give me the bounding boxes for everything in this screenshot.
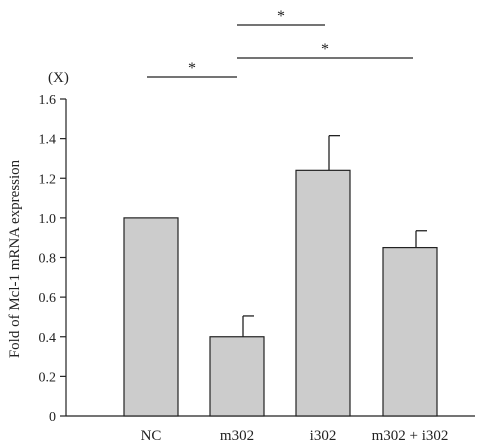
- y-tick-label: 0: [49, 410, 56, 425]
- y-axis-title: Fold of Mcl-1 mRNA expression: [7, 159, 23, 358]
- x-axis-labels: NC m302 i302 m302 + i302: [141, 428, 449, 444]
- x-tick-label: m302: [220, 428, 254, 444]
- x-tick-label: m302 + i302: [372, 428, 449, 444]
- y-axis-unit-label: (X): [48, 70, 69, 86]
- y-tick-label: 1.4: [39, 133, 57, 148]
- bar-m302-i302: [382, 246, 438, 417]
- y-tick-label: 0.8: [39, 252, 57, 267]
- y-tick-label: 1.2: [39, 172, 57, 187]
- y-tick-label: 0.4: [39, 331, 57, 346]
- y-tick-label: 0.2: [39, 370, 57, 385]
- y-tick-label: 1.0: [39, 212, 57, 227]
- x-tick-label: NC: [141, 428, 162, 444]
- y-tick-label: 0.6: [39, 291, 57, 306]
- x-tick-label: i302: [310, 428, 337, 444]
- bar-nc: [123, 217, 179, 417]
- significance-star: *: [321, 41, 329, 58]
- significance-star: *: [188, 60, 196, 77]
- y-tick-label: 1.6: [39, 93, 57, 108]
- significance-star: *: [277, 8, 285, 25]
- bar-m302: [209, 336, 265, 417]
- error-bars: [242, 135, 427, 337]
- significance-annotations: * * *: [147, 8, 413, 78]
- bars: [123, 169, 438, 417]
- bar-i302: [295, 169, 351, 417]
